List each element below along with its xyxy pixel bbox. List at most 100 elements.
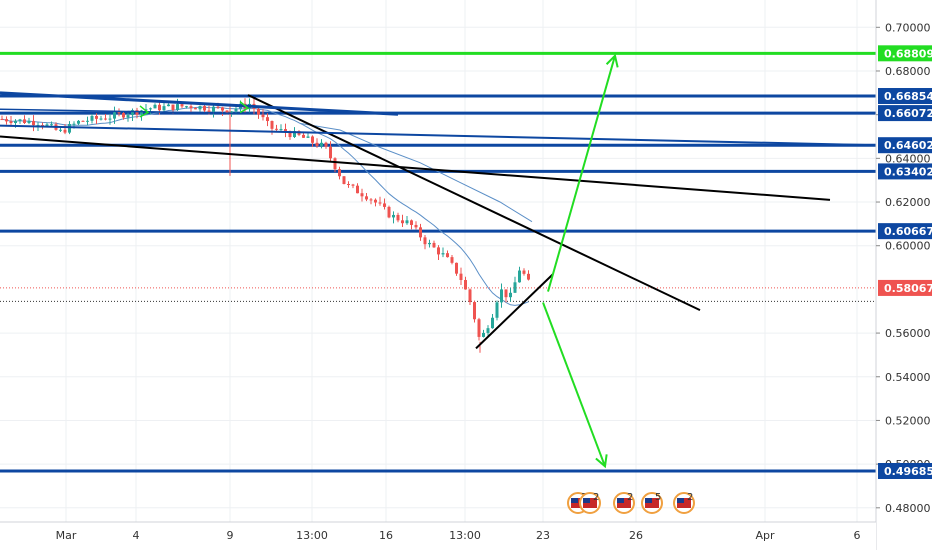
candle-body: [158, 104, 161, 111]
time-tick-label: Mar: [56, 529, 77, 542]
price-tag[interactable]: [878, 279, 932, 296]
candle-body: [176, 104, 179, 111]
candle-body: [315, 142, 319, 146]
candle-body: [464, 280, 467, 290]
candle-body: [437, 247, 440, 255]
horizontal-levels[interactable]: [0, 51, 876, 473]
price-tick-label: 0.64000: [885, 152, 931, 165]
candle-body: [171, 104, 175, 111]
price-tag[interactable]: [878, 105, 932, 122]
price-tag-label: 0.63402: [884, 165, 932, 178]
event-count: 2: [593, 492, 599, 503]
candle-body: [45, 124, 49, 126]
time-tick-label: 13:00: [296, 529, 328, 542]
price-axis[interactable]: 0.700000.680000.660000.640000.620000.600…: [875, 0, 932, 550]
price-tick-label: 0.54000: [885, 371, 931, 384]
candle-body: [198, 106, 202, 110]
candle-body: [180, 104, 184, 107]
price-tag-label: 0.58067: [884, 282, 932, 295]
price-tag[interactable]: [878, 163, 932, 180]
price-tick-label: 0.52000: [885, 414, 931, 427]
event-markers[interactable]: 32252: [567, 492, 695, 514]
candle-body: [104, 118, 107, 120]
candle-body: [486, 328, 490, 333]
candle-body: [162, 106, 166, 111]
time-tick-label: 4: [133, 529, 140, 542]
projection-arrow-up[interactable]: [547, 55, 616, 292]
candle-body: [513, 282, 517, 293]
event-count: 2: [627, 492, 633, 503]
candle-body: [14, 120, 17, 124]
time-tick-label: 23: [536, 529, 550, 542]
small-arrow-icon: [139, 105, 150, 118]
event-marker[interactable]: 2: [579, 492, 601, 514]
candle-body: [396, 214, 400, 221]
candle-body: [423, 237, 427, 245]
projection-arrow-up-head[interactable]: [605, 53, 619, 68]
channel-line-upper[interactable]: [0, 91, 399, 116]
price-tag[interactable]: [878, 223, 932, 240]
candle-body: [518, 270, 521, 283]
projection-arrow-down[interactable]: [542, 302, 606, 467]
candle-body: [59, 129, 62, 131]
trend-lines[interactable]: [0, 91, 877, 350]
candle-body: [441, 253, 445, 255]
grid: [0, 0, 876, 522]
time-axis[interactable]: Mar 4 9 13:00 16 13:00 23 26 Apr 6: [0, 521, 876, 550]
price-tag[interactable]: [878, 45, 932, 62]
candle-body: [41, 125, 44, 127]
candle-body: [234, 108, 238, 112]
ma-line-long: [299, 122, 533, 223]
moving-average: [1, 106, 533, 306]
candle-body: [86, 120, 89, 122]
candle-body: [311, 136, 314, 143]
price-tag[interactable]: [878, 88, 932, 105]
candle-body: [225, 110, 229, 114]
price-tick-label: 0.60000: [885, 240, 931, 253]
candle-body: [113, 112, 116, 119]
candle-body: [405, 220, 409, 224]
event-count: 2: [687, 492, 693, 503]
candle-body: [275, 128, 278, 130]
time-tick-label: 13:00: [449, 529, 481, 542]
trend-line-ascending[interactable]: [475, 273, 554, 350]
candle-body: [410, 220, 413, 225]
price-tag[interactable]: [878, 137, 932, 154]
time-tick-label: 26: [629, 529, 643, 542]
price-tag[interactable]: [878, 463, 932, 480]
flag-icon: [583, 498, 590, 503]
candle-body: [432, 242, 436, 248]
event-marker[interactable]: 2: [613, 492, 635, 514]
price-tick-label: 0.48000: [885, 502, 931, 515]
candle-body: [522, 270, 526, 274]
candle-body: [491, 317, 494, 329]
event-marker[interactable]: 5: [641, 492, 663, 514]
price-tag-label: 0.66854: [884, 90, 932, 103]
price-tag-label: 0.60667: [884, 225, 932, 238]
candle-body: [392, 214, 395, 218]
channel-line-lower[interactable]: [0, 124, 877, 147]
event-marker[interactable]: 2: [673, 492, 695, 514]
candle-body: [81, 120, 85, 122]
candle-body: [95, 115, 98, 119]
channel-line-mid[interactable]: [0, 108, 251, 115]
candle-body: [27, 120, 31, 123]
candle-body: [63, 129, 67, 133]
trend-line-long[interactable]: [0, 135, 831, 201]
price-tick-label: 0.68000: [885, 65, 931, 78]
candle-body: [284, 129, 287, 133]
projection-arrow-down-head[interactable]: [595, 454, 608, 469]
candle-body: [324, 142, 328, 147]
candle-body: [482, 332, 485, 337]
candle-body: [167, 104, 170, 107]
candle-body: [338, 169, 341, 177]
trend-line-descending[interactable]: [247, 94, 701, 312]
price-tag-label: 0.66072: [884, 107, 932, 120]
candle-body: [149, 108, 152, 110]
candle-body: [216, 106, 220, 108]
price-tick-label: 0.56000: [885, 327, 931, 340]
candle-body: [342, 176, 346, 184]
projection-arrows[interactable]: [139, 53, 619, 469]
flag-icon: [645, 498, 652, 503]
